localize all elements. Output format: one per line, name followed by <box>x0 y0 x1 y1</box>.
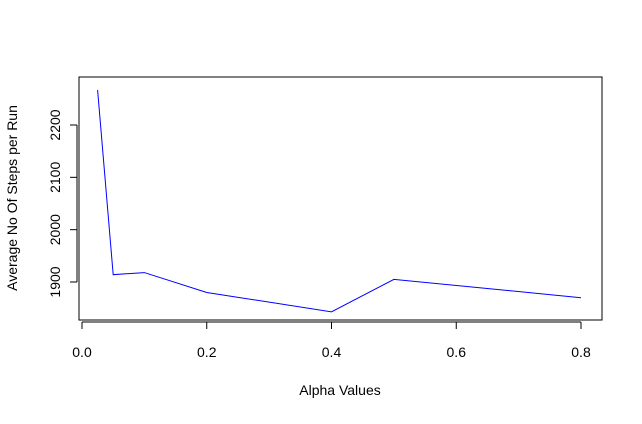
x-tick-label: 0.6 <box>447 344 467 360</box>
x-axis: 0.0 0.2 0.4 0.6 0.8 <box>72 321 591 360</box>
y-tick-label: 2200 <box>47 109 63 140</box>
y-tick-label: 1900 <box>47 266 63 297</box>
x-tick-label: 0.0 <box>72 344 92 360</box>
plot-box <box>78 76 603 321</box>
y-axis-label: Average No Of Steps per Run <box>4 105 20 291</box>
series-group <box>97 89 582 313</box>
y-tick-label: 2100 <box>47 162 63 193</box>
y-axis: 1900 2000 2100 2200 <box>47 109 78 298</box>
x-axis-label: Alpha Values <box>299 382 380 398</box>
series-line <box>97 89 582 313</box>
x-tick-label: 0.8 <box>571 344 591 360</box>
y-tick-label: 2000 <box>47 214 63 245</box>
x-tick-label: 0.2 <box>197 344 217 360</box>
x-tick-label: 0.4 <box>322 344 342 360</box>
